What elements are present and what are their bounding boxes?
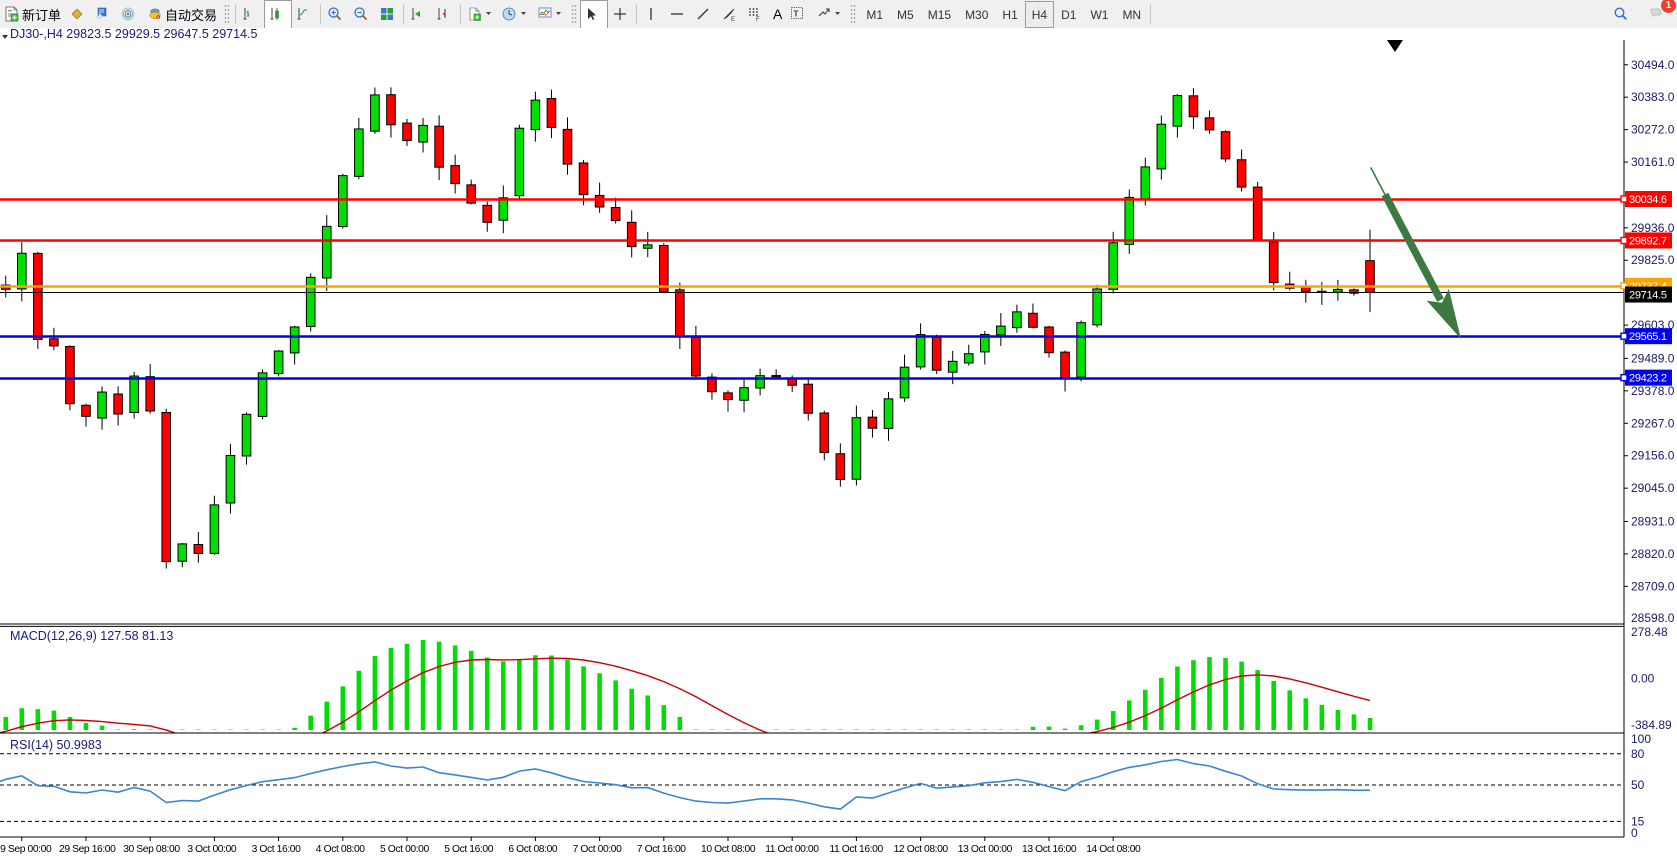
svg-text:278.48: 278.48 xyxy=(1631,625,1668,639)
svg-text:100: 100 xyxy=(1631,732,1651,746)
svg-text:RSI(14) 50.9983: RSI(14) 50.9983 xyxy=(10,738,102,752)
svg-text:0: 0 xyxy=(1631,826,1638,840)
svg-text:29267.0: 29267.0 xyxy=(1631,416,1675,430)
svg-text:29045.0: 29045.0 xyxy=(1631,481,1675,495)
svg-text:29825.0: 29825.0 xyxy=(1631,253,1675,267)
svg-text:29423.2: 29423.2 xyxy=(1629,373,1667,385)
svg-text:30034.6: 30034.6 xyxy=(1629,194,1667,206)
svg-text:12 Oct 08:00: 12 Oct 08:00 xyxy=(894,844,949,855)
svg-text:4 Oct 08:00: 4 Oct 08:00 xyxy=(316,844,366,855)
svg-text:28598.0: 28598.0 xyxy=(1631,611,1675,625)
svg-text:29 Sep 00:00: 29 Sep 00:00 xyxy=(0,844,52,855)
svg-text:29489.0: 29489.0 xyxy=(1631,351,1675,365)
svg-text:5 Oct 00:00: 5 Oct 00:00 xyxy=(380,844,430,855)
svg-text:30272.0: 30272.0 xyxy=(1631,123,1675,137)
svg-text:14 Oct 08:00: 14 Oct 08:00 xyxy=(1086,844,1141,855)
svg-text:DJ30-,H4 29823.5 29929.5 2964: DJ30-,H4 29823.5 29929.5 29647.5 29714.5 xyxy=(10,28,257,41)
svg-text:29565.1: 29565.1 xyxy=(1629,331,1667,343)
svg-text:30494.0: 30494.0 xyxy=(1631,58,1675,72)
svg-text:30383.0: 30383.0 xyxy=(1631,90,1675,104)
svg-text:29156.0: 29156.0 xyxy=(1631,449,1675,463)
svg-text:29892.7: 29892.7 xyxy=(1629,235,1667,247)
svg-text:6 Oct 08:00: 6 Oct 08:00 xyxy=(508,844,558,855)
svg-text:50: 50 xyxy=(1631,778,1645,792)
svg-text:3 Oct 16:00: 3 Oct 16:00 xyxy=(252,844,302,855)
svg-text:T: T xyxy=(794,10,799,19)
svg-text:3 Oct 00:00: 3 Oct 00:00 xyxy=(187,844,237,855)
svg-text:7 Oct 16:00: 7 Oct 16:00 xyxy=(637,844,687,855)
svg-text:30161.0: 30161.0 xyxy=(1631,155,1675,169)
svg-text:28931.0: 28931.0 xyxy=(1631,514,1675,528)
svg-text:10 Oct 08:00: 10 Oct 08:00 xyxy=(701,844,756,855)
svg-text:29378.0: 29378.0 xyxy=(1631,384,1675,398)
svg-text:29714.5: 29714.5 xyxy=(1629,290,1667,302)
svg-text:11 Oct 16:00: 11 Oct 16:00 xyxy=(829,844,883,855)
svg-text:11 Oct 00:00: 11 Oct 00:00 xyxy=(765,844,819,855)
svg-text:28709.0: 28709.0 xyxy=(1631,579,1675,593)
svg-text:0.00: 0.00 xyxy=(1631,672,1655,686)
svg-text:30 Sep 08:00: 30 Sep 08:00 xyxy=(123,844,180,855)
svg-text:13 Oct 16:00: 13 Oct 16:00 xyxy=(1022,844,1077,855)
svg-text:MACD(12,26,9) 127.58 81.13: MACD(12,26,9) 127.58 81.13 xyxy=(10,629,173,643)
svg-text:80: 80 xyxy=(1631,747,1645,761)
svg-text:13 Oct 00:00: 13 Oct 00:00 xyxy=(958,844,1013,855)
svg-text:-384.89: -384.89 xyxy=(1631,718,1672,732)
svg-text:29 Sep 16:00: 29 Sep 16:00 xyxy=(59,844,116,855)
svg-text:5 Oct 16:00: 5 Oct 16:00 xyxy=(444,844,494,855)
svg-text:F: F xyxy=(756,17,760,22)
svg-text:28820.0: 28820.0 xyxy=(1631,547,1675,561)
svg-text:7 Oct 00:00: 7 Oct 00:00 xyxy=(573,844,623,855)
svg-text:E: E xyxy=(731,17,735,22)
